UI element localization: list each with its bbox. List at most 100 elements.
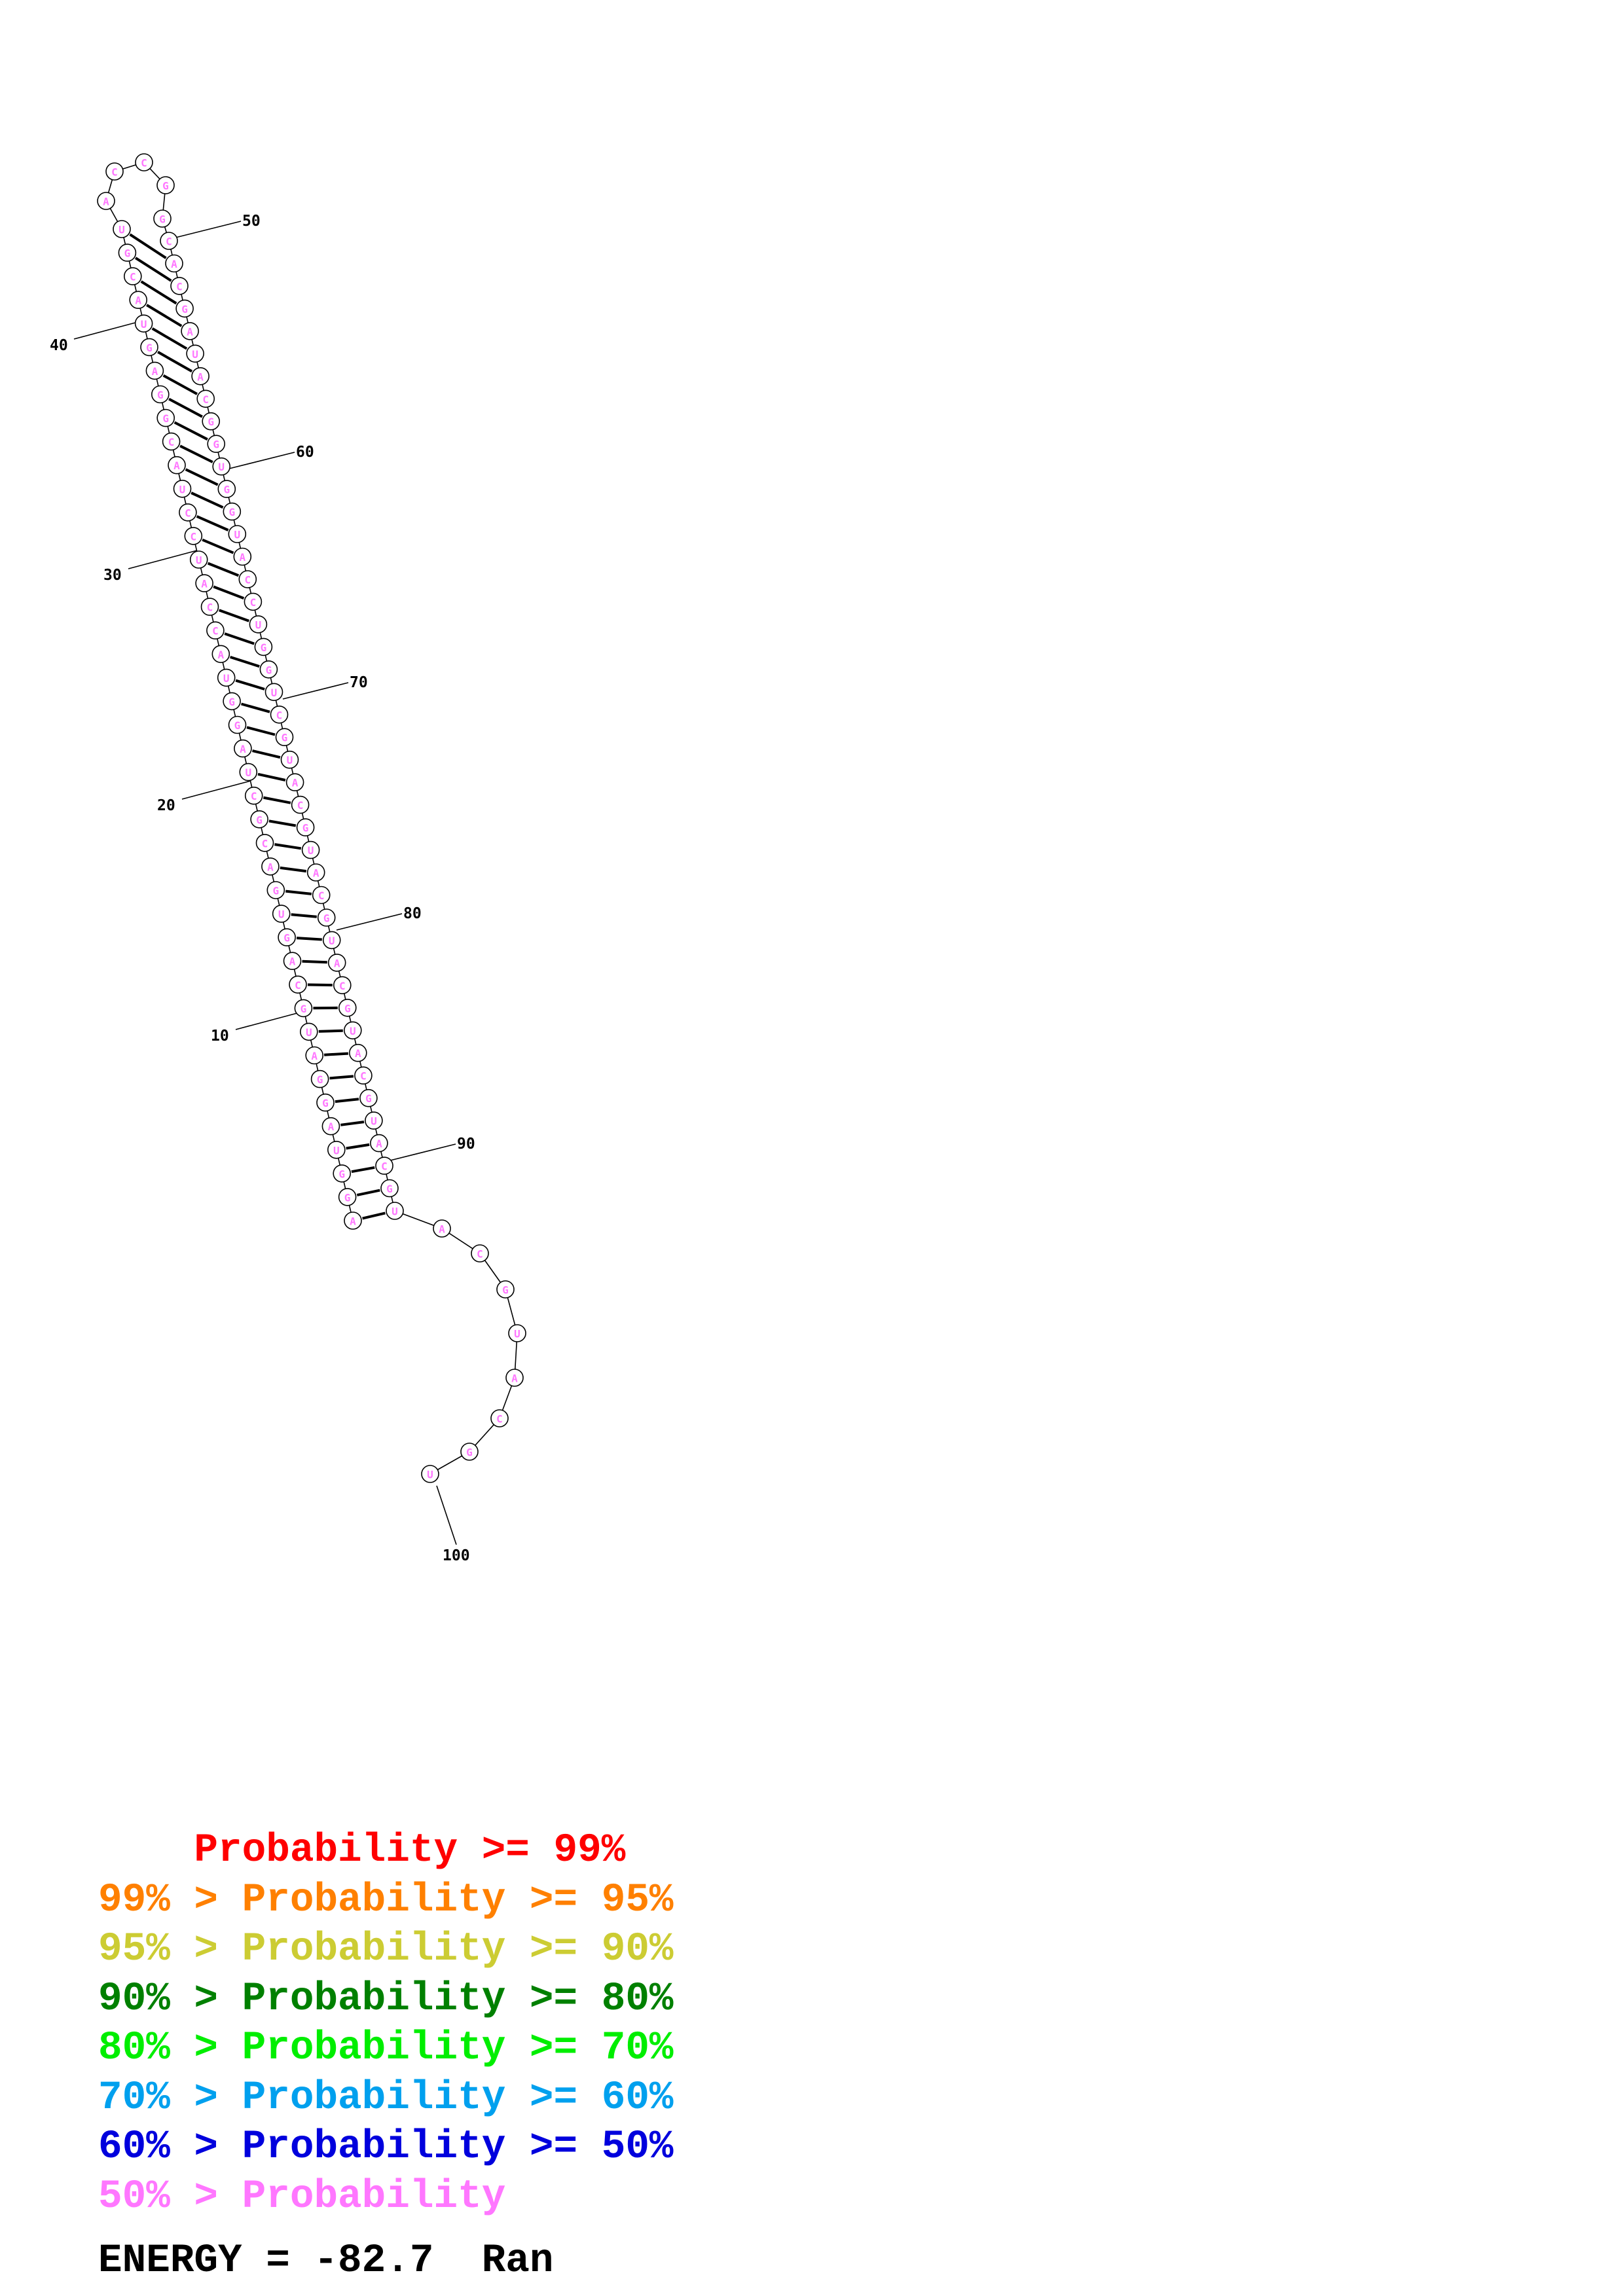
nucleotide-letter: G	[124, 247, 131, 260]
nucleotide-letter: C	[250, 596, 257, 609]
nucleotide-circle	[134, 314, 153, 333]
nucleotide-letter: C	[496, 1413, 503, 1426]
nucleotide-letter: G	[466, 1446, 473, 1459]
nucleotide-circle	[348, 1043, 367, 1062]
base-pair-bond	[162, 374, 198, 395]
nucleotide-68: G	[259, 660, 278, 679]
nucleotide-letter: A	[197, 370, 204, 383]
nucleotide-circle	[291, 795, 310, 814]
nucleotide-letter: G	[317, 1073, 323, 1086]
nucleotide-26: C	[206, 621, 225, 640]
nucleotide-circle	[239, 762, 258, 781]
nucleotide-13: G	[278, 928, 296, 946]
nucleotide-circle	[189, 550, 208, 569]
nucleotide-74: C	[291, 795, 310, 814]
nucleotide-circle	[145, 361, 164, 380]
nucleotide-letter: G	[301, 1003, 307, 1015]
base-pair-bond	[157, 351, 193, 373]
nucleotide-49: C	[160, 232, 178, 250]
tick-line-80	[336, 913, 403, 931]
tick-line-100	[436, 1485, 457, 1545]
base-pair-bond	[129, 233, 167, 259]
nucleotide-circle	[266, 881, 285, 899]
nucleotide-letter: A	[217, 649, 224, 661]
nucleotide-letter: U	[308, 844, 314, 857]
nucleotide-letter: G	[283, 932, 290, 944]
nucleotide-48: G	[153, 209, 172, 228]
nucleotide-letter: C	[212, 625, 219, 637]
nucleotide-circle	[322, 931, 341, 950]
nucleotide-letter: G	[228, 506, 235, 518]
nucleotide-letter: G	[181, 303, 188, 315]
nucleotide-32: U	[173, 479, 192, 498]
nucleotide-letter: G	[223, 484, 230, 496]
nucleotide-63: A	[233, 547, 252, 566]
nucleotide-letter: G	[157, 389, 164, 401]
nucleotide-circle	[505, 1369, 524, 1387]
legend-row-2: 95% > Probability >= 90%	[98, 1927, 674, 1972]
nucleotide-58: G	[207, 435, 226, 454]
nucleotide-97: A	[505, 1369, 524, 1387]
nucleotide-circle	[212, 457, 231, 476]
tick-label-40: 40	[50, 337, 68, 354]
nucleotide-letter: G	[266, 664, 272, 676]
nucleotide-letter: G	[159, 213, 166, 226]
nucleotide-42: G	[118, 243, 137, 262]
nucleotide-circle	[168, 456, 186, 475]
nucleotide-15: G	[266, 881, 285, 899]
nucleotide-69: U	[264, 683, 283, 702]
nucleotide-circle	[344, 1211, 362, 1230]
nucleotide-25: A	[211, 645, 230, 664]
nucleotide-letter: A	[103, 196, 109, 208]
nucleotide-circle	[184, 527, 203, 545]
base-pair-bond	[335, 1098, 359, 1103]
nucleotide-circle	[359, 1088, 378, 1107]
nucleotide-letter: A	[328, 1121, 335, 1133]
nucleotide-letter: A	[267, 861, 274, 873]
nucleotide-7: G	[310, 1069, 329, 1088]
nucleotide-letter: A	[439, 1223, 445, 1236]
nucleotide-circle	[129, 291, 147, 310]
nucleotide-circle	[156, 408, 175, 427]
base-pair-bond	[134, 257, 172, 282]
nucleotide-18: G	[250, 810, 268, 829]
nucleotide-78: C	[312, 886, 331, 905]
nucleotide-circle	[255, 834, 274, 852]
nucleotide-45: C	[105, 162, 124, 181]
nucleotide-circle	[333, 1164, 352, 1183]
base-pair-bond	[356, 1189, 380, 1196]
nucleotide-letter: A	[376, 1138, 382, 1150]
base-pair-bond	[179, 444, 213, 463]
nucleotide-circle	[175, 299, 194, 318]
nucleotide-65: C	[244, 592, 263, 611]
nucleotide-circle	[162, 432, 181, 451]
nucleotide-circle	[296, 818, 315, 836]
nucleotide-circle	[490, 1409, 509, 1427]
nucleotide-letter: U	[192, 348, 198, 361]
legend-row-7: 50% > Probability	[98, 2174, 506, 2219]
nucleotide-letter: G	[344, 1191, 351, 1204]
nucleotide-letter: U	[196, 554, 202, 567]
nucleotide-54: U	[186, 344, 204, 363]
nucleotide-circle	[228, 715, 247, 734]
nucleotide-circle	[312, 886, 331, 905]
nucleotide-letter: C	[360, 1070, 367, 1083]
nucleotide-letter: G	[208, 416, 214, 428]
nucleotide-letter: G	[272, 885, 279, 897]
tick-label-70: 70	[350, 674, 368, 691]
nucleotide-letter: G	[256, 814, 263, 826]
nucleotide-letter: C	[202, 393, 209, 406]
nucleotide-letter: G	[302, 822, 309, 834]
nucleotide-76: U	[301, 840, 320, 859]
nucleotide-52: G	[175, 299, 194, 318]
nucleotide-letter: C	[130, 271, 136, 283]
nucleotide-letter: C	[318, 889, 325, 902]
nucleotide-41: C	[124, 267, 142, 285]
nucleotide-letter: G	[261, 641, 267, 654]
nucleotide-circle	[365, 1111, 383, 1130]
nucleotide-circle	[261, 857, 280, 876]
nucleotide-letter: G	[162, 412, 169, 425]
base-pair-bond	[274, 843, 302, 850]
nucleotide-circle	[306, 863, 325, 882]
